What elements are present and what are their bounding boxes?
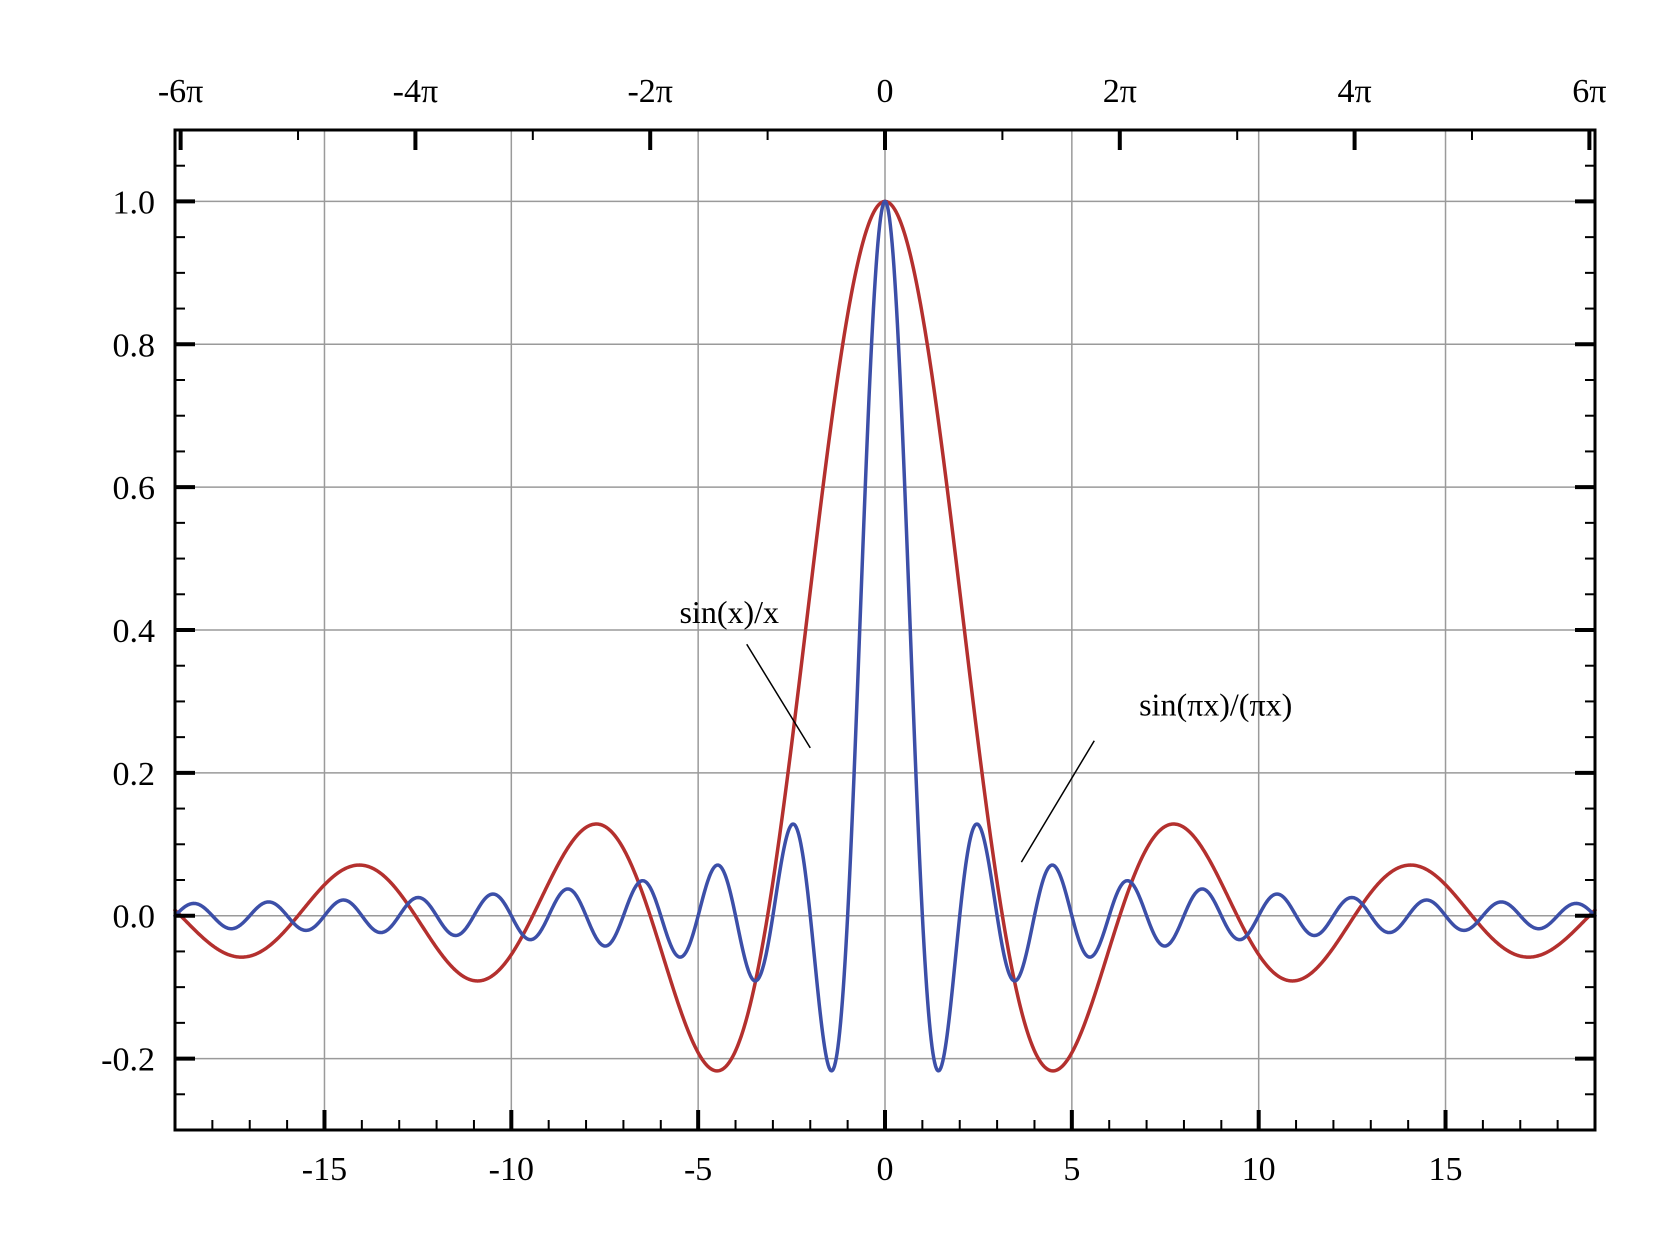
y-label: 0.4: [113, 613, 156, 650]
x-bottom-label: 5: [1063, 1151, 1080, 1188]
y-label: -0.2: [101, 1042, 155, 1079]
x-top-label: 4π: [1338, 73, 1372, 110]
x-top-label: -2π: [627, 73, 673, 110]
x-top-label: -4π: [393, 73, 439, 110]
x-bottom-label: -15: [302, 1151, 347, 1188]
x-top-label: -6π: [158, 73, 204, 110]
x-bottom-label: 0: [877, 1151, 894, 1188]
y-label: 0.2: [113, 756, 156, 793]
x-bottom-label: 15: [1429, 1151, 1463, 1188]
sinc-chart: -15 -10 -5 0 5 10 15 -6π -4π -2π 0 2π 4π 6π -0.2 0.0 0.2…: [0, 0, 1666, 1250]
y-label: 0.0: [113, 899, 156, 936]
y-label: 0.8: [113, 327, 156, 364]
chart-svg: -15 -10 -5 0 5 10 15 -6π -4π -2π 0 2π 4π 6π -0.2 0.0 0.2…: [0, 0, 1666, 1250]
series-label-sinc_pi: sin(πx)/(πx): [1139, 687, 1292, 723]
series-label-sinc1: sin(x)/x: [679, 594, 779, 630]
x-bottom-label: -5: [684, 1151, 712, 1188]
y-label: 1.0: [113, 184, 156, 221]
x-top-label: 2π: [1103, 73, 1137, 110]
chart-bg: [0, 0, 1666, 1250]
x-bottom-label: 10: [1242, 1151, 1276, 1188]
y-label: 0.6: [113, 470, 156, 507]
x-bottom-label: -10: [489, 1151, 534, 1188]
x-top-label: 0: [877, 73, 894, 110]
x-top-label: 6π: [1572, 73, 1606, 110]
